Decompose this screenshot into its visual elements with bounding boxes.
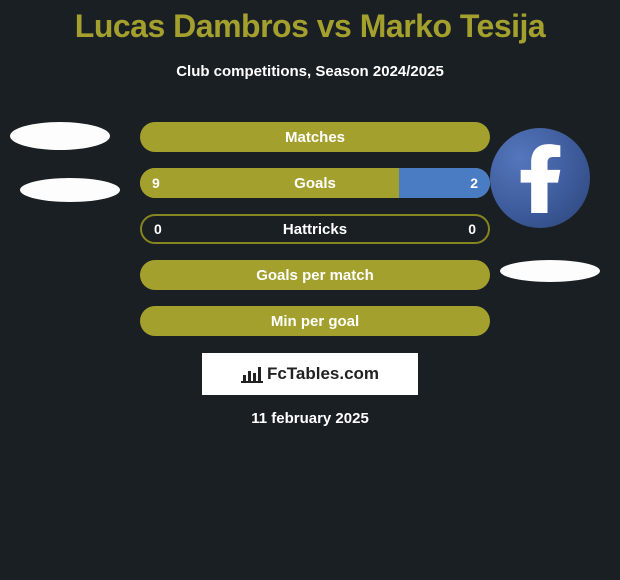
bar-label: Matches bbox=[285, 129, 345, 146]
player-left-avatar-placeholder bbox=[10, 122, 110, 150]
player-right-name-placeholder bbox=[500, 260, 600, 282]
bar-label: Min per goal bbox=[271, 313, 359, 330]
watermark[interactable]: FcTables.com bbox=[202, 353, 418, 395]
stat-bar-matches: Matches bbox=[140, 122, 490, 152]
chart-icon bbox=[241, 365, 263, 383]
bar-label: Hattricks bbox=[283, 221, 347, 238]
stat-bar-min-per-goal: Min per goal bbox=[140, 306, 490, 336]
bar-label: Goals bbox=[294, 175, 336, 192]
facebook-glyph-icon bbox=[513, 143, 568, 213]
subtitle: Club competitions, Season 2024/2025 bbox=[0, 63, 620, 80]
bar-value-right: 2 bbox=[470, 175, 478, 191]
stat-bar-goals-per-match: Goals per match bbox=[140, 260, 490, 290]
date-label: 11 february 2025 bbox=[0, 410, 620, 427]
bar-value-right: 0 bbox=[468, 221, 476, 237]
bar-fill-left bbox=[140, 168, 399, 198]
bar-value-left: 0 bbox=[154, 221, 162, 237]
facebook-icon[interactable] bbox=[490, 128, 590, 228]
stat-bar-goals: 9 2 Goals bbox=[140, 168, 490, 198]
player-left-name-placeholder bbox=[20, 178, 120, 202]
bar-label: Goals per match bbox=[256, 267, 374, 284]
watermark-text: FcTables.com bbox=[267, 364, 379, 384]
bar-value-left: 9 bbox=[152, 175, 160, 191]
page-title: Lucas Dambros vs Marko Tesija bbox=[0, 0, 620, 45]
comparison-bars: Matches 9 2 Goals 0 0 Hattricks Goals per match… bbox=[140, 122, 490, 352]
stat-bar-hattricks: 0 0 Hattricks bbox=[140, 214, 490, 244]
